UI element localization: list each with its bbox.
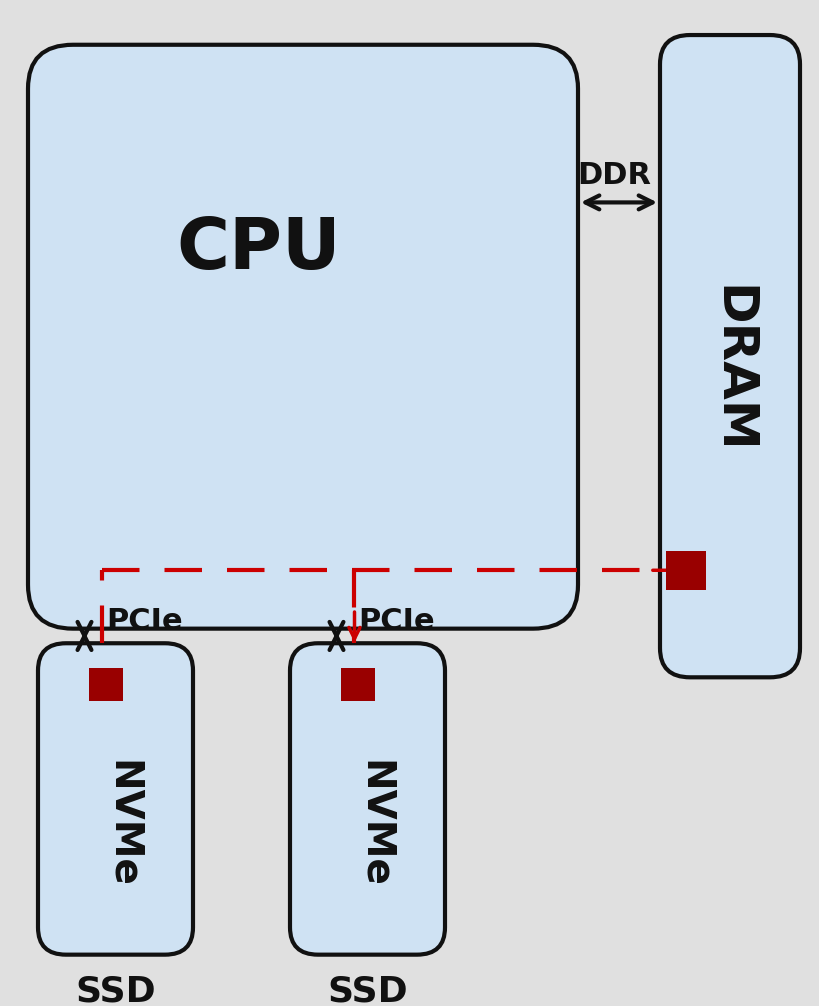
FancyBboxPatch shape bbox=[341, 668, 375, 700]
FancyBboxPatch shape bbox=[28, 44, 577, 629]
Text: CPU: CPU bbox=[176, 214, 341, 284]
FancyBboxPatch shape bbox=[665, 551, 705, 590]
FancyBboxPatch shape bbox=[38, 643, 192, 955]
Text: PCIe: PCIe bbox=[358, 607, 435, 636]
FancyBboxPatch shape bbox=[290, 643, 445, 955]
Text: NVMe: NVMe bbox=[104, 760, 142, 888]
Text: SSD: SSD bbox=[327, 975, 407, 1006]
FancyBboxPatch shape bbox=[659, 35, 799, 677]
Text: SSD: SSD bbox=[75, 975, 156, 1006]
Text: NVMe: NVMe bbox=[355, 760, 394, 888]
FancyBboxPatch shape bbox=[89, 668, 124, 700]
Text: DRAM: DRAM bbox=[708, 285, 756, 454]
Text: PCIe: PCIe bbox=[106, 607, 183, 636]
Text: DDR: DDR bbox=[577, 161, 650, 190]
